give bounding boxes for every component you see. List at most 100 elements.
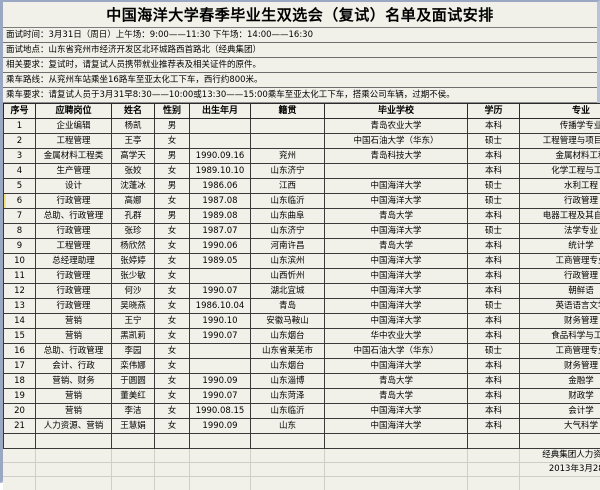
cell-hometown[interactable]: 山东淄博: [251, 374, 325, 389]
cell-major[interactable]: 传播学专业: [520, 119, 600, 134]
cell-position[interactable]: 人力资源、营销: [36, 419, 112, 434]
cell-major[interactable]: 会计学: [520, 404, 600, 419]
cell-name[interactable]: 高娜: [112, 194, 155, 209]
cell-index[interactable]: 15: [4, 329, 36, 344]
cell-school[interactable]: [325, 164, 468, 179]
cell-birthdate[interactable]: 1987.08: [190, 194, 251, 209]
cell-major[interactable]: 食品科学与工程: [520, 329, 600, 344]
cell-hometown[interactable]: 湖北宜城: [251, 284, 325, 299]
cell-birthdate[interactable]: 1990.07: [190, 329, 251, 344]
cell-hometown[interactable]: 山东曲阜: [251, 209, 325, 224]
cell-gender[interactable]: 女: [155, 269, 190, 284]
cell-hometown[interactable]: 山西忻州: [251, 269, 325, 284]
cell-school[interactable]: 中国海洋大学: [325, 269, 468, 284]
cell-school[interactable]: 青岛农业大学: [325, 119, 468, 134]
cell-position[interactable]: 金属材料工程类: [36, 149, 112, 164]
cell-birthdate[interactable]: 1990.07: [190, 284, 251, 299]
cell-index[interactable]: 20: [4, 404, 36, 419]
cell-hometown[interactable]: 山东济宁: [251, 224, 325, 239]
cell-index[interactable]: 17: [4, 359, 36, 374]
cell-degree[interactable]: 硕士: [468, 134, 520, 149]
cell-degree[interactable]: 本科: [468, 254, 520, 269]
cell-degree[interactable]: 本科: [468, 359, 520, 374]
cell-index[interactable]: 21: [4, 419, 36, 434]
cell-gender[interactable]: 女: [155, 404, 190, 419]
cell-hometown[interactable]: [251, 134, 325, 149]
cell-degree[interactable]: 硕士: [468, 194, 520, 209]
cell-name[interactable]: 杨凯: [112, 119, 155, 134]
cell-hometown[interactable]: 河南许昌: [251, 239, 325, 254]
cell-position[interactable]: 行政管理: [36, 194, 112, 209]
cell-gender[interactable]: 女: [155, 419, 190, 434]
cell-birthdate[interactable]: 1989.05: [190, 254, 251, 269]
cell-degree[interactable]: 本科: [468, 284, 520, 299]
cell-hometown[interactable]: 江西: [251, 179, 325, 194]
cell-index[interactable]: 2: [4, 134, 36, 149]
cell-position[interactable]: 生产管理: [36, 164, 112, 179]
cell-position[interactable]: 总经理助理: [36, 254, 112, 269]
cell-degree[interactable]: 本科: [468, 164, 520, 179]
cell-school[interactable]: 青岛大学: [325, 374, 468, 389]
cell-name[interactable]: 张婷婷: [112, 254, 155, 269]
cell-degree[interactable]: 本科: [468, 149, 520, 164]
cell-major[interactable]: 金属材料工程: [520, 149, 600, 164]
cell-index[interactable]: 7: [4, 209, 36, 224]
cell-hometown[interactable]: 山东: [251, 419, 325, 434]
cell-major[interactable]: 工商管理专业: [520, 344, 600, 359]
cell-hometown[interactable]: 山东滨州: [251, 254, 325, 269]
cell-position[interactable]: 行政管理: [36, 224, 112, 239]
cell-empty[interactable]: [4, 434, 36, 449]
cell-gender[interactable]: 女: [155, 389, 190, 404]
cell-birthdate[interactable]: 1990.06: [190, 239, 251, 254]
cell-birthdate[interactable]: [190, 359, 251, 374]
cell-index[interactable]: 3: [4, 149, 36, 164]
cell-birthdate[interactable]: 1990.09: [190, 419, 251, 434]
cell-hometown[interactable]: 山东临沂: [251, 194, 325, 209]
cell-degree[interactable]: 硕士: [468, 179, 520, 194]
cell-index[interactable]: 11: [4, 269, 36, 284]
cell-position[interactable]: 行政管理: [36, 299, 112, 314]
cell-degree[interactable]: 硕士: [468, 224, 520, 239]
cell-name[interactable]: 于圆圆: [112, 374, 155, 389]
cell-name[interactable]: 李洁: [112, 404, 155, 419]
cell-major[interactable]: 法学专业: [520, 224, 600, 239]
cell-empty[interactable]: [36, 434, 112, 449]
cell-position[interactable]: 营销: [36, 329, 112, 344]
cell-position[interactable]: 营销: [36, 389, 112, 404]
cell-index[interactable]: 18: [4, 374, 36, 389]
cell-birthdate[interactable]: [190, 134, 251, 149]
cell-position[interactable]: 工程管理: [36, 134, 112, 149]
cell-school[interactable]: 中国海洋大学: [325, 314, 468, 329]
cell-gender[interactable]: 女: [155, 329, 190, 344]
cell-name[interactable]: 张姣: [112, 164, 155, 179]
cell-name[interactable]: 王亭: [112, 134, 155, 149]
cell-hometown[interactable]: 兖州: [251, 149, 325, 164]
cell-name[interactable]: 何沙: [112, 284, 155, 299]
cell-gender[interactable]: 女: [155, 239, 190, 254]
cell-position[interactable]: 总助、行政管理: [36, 344, 112, 359]
cell-hometown[interactable]: 山东菏泽: [251, 389, 325, 404]
cell-gender[interactable]: 女: [155, 284, 190, 299]
cell-hometown[interactable]: 山东烟台: [251, 359, 325, 374]
cell-name[interactable]: 王宁: [112, 314, 155, 329]
cell-hometown[interactable]: 青岛: [251, 299, 325, 314]
cell-position[interactable]: 设计: [36, 179, 112, 194]
cell-major[interactable]: 财务管理: [520, 314, 600, 329]
cell-gender[interactable]: 女: [155, 359, 190, 374]
cell-gender[interactable]: 男: [155, 149, 190, 164]
cell-gender[interactable]: 男: [155, 179, 190, 194]
cell-name[interactable]: 杨欣然: [112, 239, 155, 254]
cell-index[interactable]: 14: [4, 314, 36, 329]
cell-school[interactable]: 青岛大学: [325, 239, 468, 254]
cell-position[interactable]: 企业编辑: [36, 119, 112, 134]
cell-gender[interactable]: 女: [155, 344, 190, 359]
